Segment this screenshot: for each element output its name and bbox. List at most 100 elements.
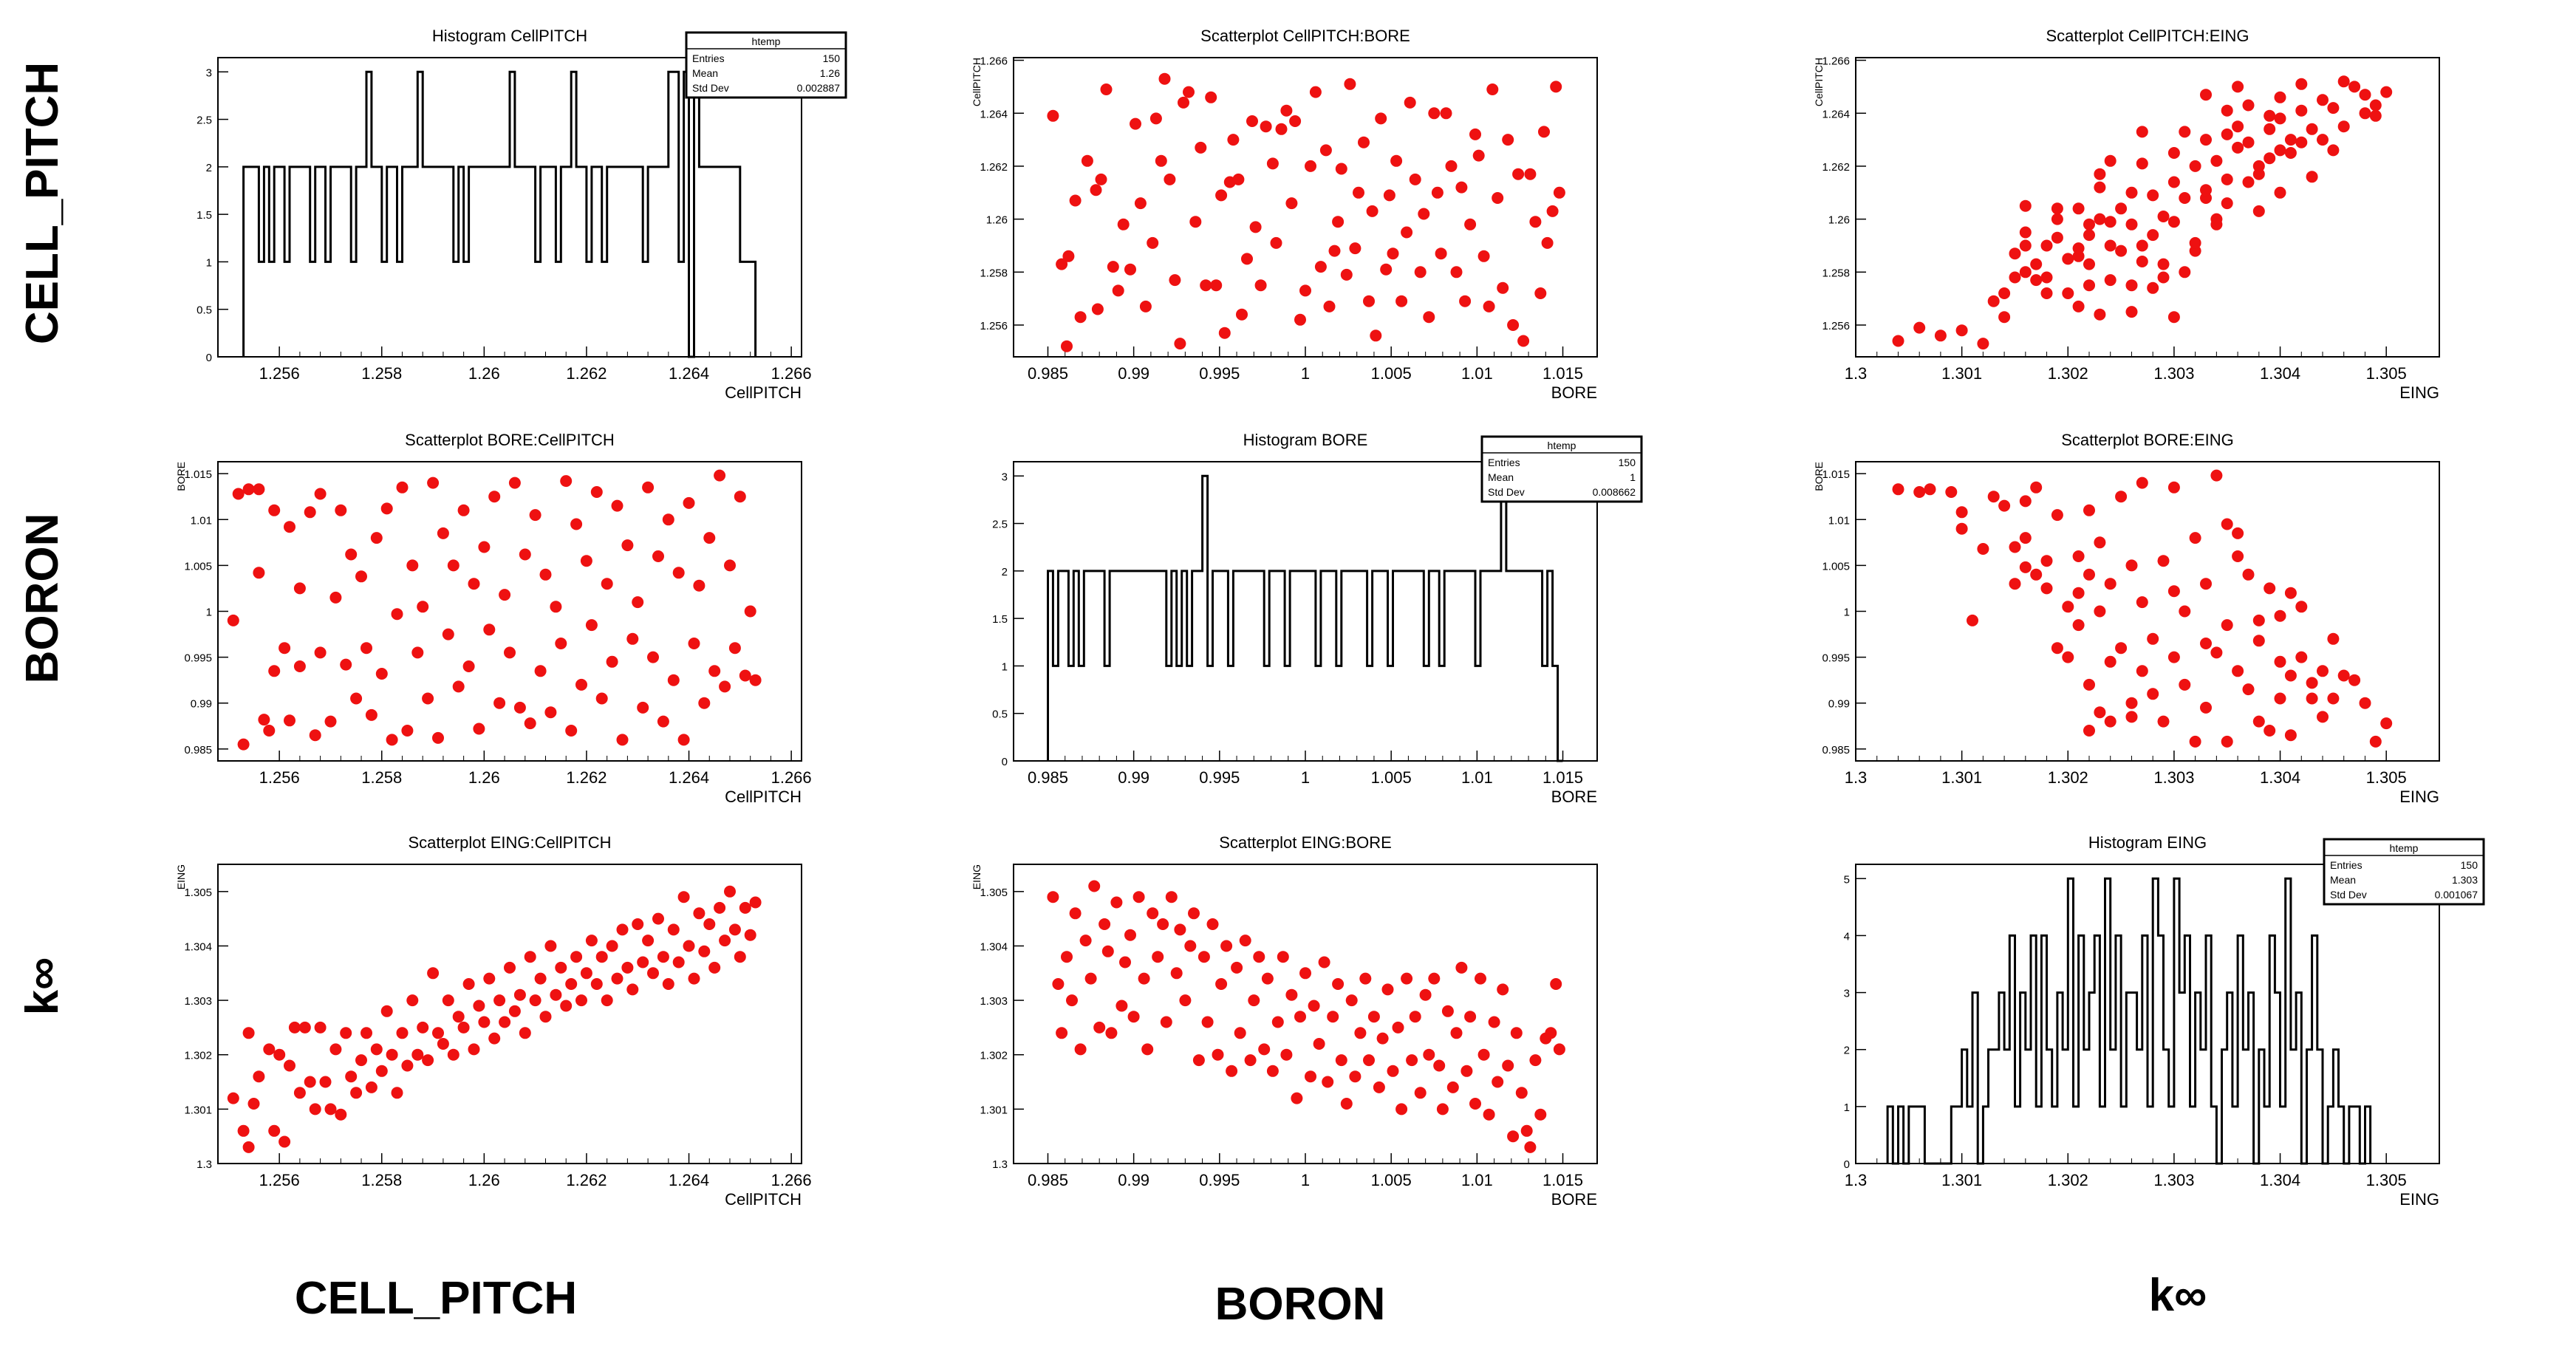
y-tick-label: 0.985: [184, 744, 212, 756]
data-point: [2200, 701, 2212, 714]
data-point: [391, 608, 403, 621]
data-point: [1492, 192, 1504, 204]
data-point: [519, 1027, 531, 1039]
data-point: [2115, 245, 2128, 257]
data-point: [1955, 324, 1968, 337]
data-point: [2094, 605, 2106, 618]
data-point: [585, 935, 598, 947]
data-point: [1201, 1016, 1214, 1028]
data-point: [1370, 329, 1382, 342]
y-tick-label: 0.985: [1822, 744, 1850, 756]
data-point: [1892, 335, 1904, 347]
x-tick-label: 0.995: [1199, 1171, 1240, 1189]
data-point: [293, 1087, 306, 1099]
y-tick-label: 1.305: [184, 886, 212, 899]
stats-box-frame: [1480, 435, 1643, 503]
data-point: [555, 961, 567, 974]
data-point: [2295, 651, 2308, 663]
data-point: [2232, 527, 2244, 539]
data-point: [2125, 279, 2138, 292]
data-point: [396, 481, 409, 493]
data-point: [560, 475, 573, 488]
data-point: [2295, 601, 2308, 613]
y-tick-label: 0: [1002, 756, 1008, 768]
data-point: [2189, 160, 2201, 172]
data-point: [1261, 972, 1274, 985]
data-point: [488, 1032, 501, 1045]
stats-label: Mean: [692, 67, 718, 79]
data-point: [616, 734, 629, 746]
data-point: [1277, 951, 1289, 963]
data-point: [1323, 300, 1336, 312]
x-tick-label: 0.985: [1028, 364, 1068, 383]
data-point: [370, 1043, 383, 1056]
data-point: [2125, 186, 2138, 199]
data-point: [590, 486, 603, 498]
data-point: [672, 956, 685, 968]
data-point: [1206, 918, 1219, 930]
data-point: [2295, 104, 2308, 117]
data-point: [488, 491, 501, 503]
data-point: [575, 678, 587, 691]
data-point: [2136, 157, 2148, 170]
data-point: [1215, 978, 1228, 990]
data-point: [309, 1103, 321, 1116]
data-point: [698, 945, 711, 957]
data-point: [708, 961, 721, 974]
data-point: [2157, 715, 2170, 728]
data-point: [2040, 271, 2053, 284]
y-tick-label: 1.005: [184, 560, 212, 573]
data-point: [1061, 340, 1073, 352]
data-point: [611, 972, 623, 985]
data-point: [1418, 208, 1430, 220]
data-point: [1246, 115, 1258, 127]
data-point: [237, 1124, 250, 1137]
data-point: [1955, 522, 1968, 535]
data-point: [1475, 972, 1486, 985]
data-point: [2094, 181, 2106, 194]
data-point: [1550, 978, 1562, 990]
y-tick-label: 1: [1844, 1101, 1850, 1114]
data-point: [708, 665, 721, 677]
data-point: [468, 578, 480, 590]
data-point: [1327, 1011, 1339, 1023]
data-point: [329, 591, 342, 604]
x-tick-label: 1.301: [1941, 768, 1982, 787]
data-point: [2072, 587, 2085, 599]
data-point: [1538, 126, 1550, 138]
chart-title: Scatterplot CellPITCH:EING: [2046, 27, 2249, 45]
stats-label: Std Dev: [2330, 889, 2367, 901]
data-point: [1913, 486, 1926, 498]
data-point: [534, 972, 547, 985]
data-point: [734, 951, 746, 963]
data-point: [2136, 665, 2148, 677]
data-point: [1387, 247, 1399, 260]
data-point: [2210, 469, 2223, 482]
data-point: [1381, 983, 1394, 996]
y-tick-label: 1.5: [197, 209, 212, 222]
data-point: [2274, 112, 2286, 125]
data-point: [688, 638, 700, 649]
data-point: [555, 638, 567, 649]
data-point: [2083, 279, 2095, 292]
data-point: [749, 674, 762, 686]
y-tick-label: 1.256: [980, 320, 1008, 332]
data-point: [1305, 160, 1316, 172]
data-point: [442, 628, 454, 640]
y-tick-label: 1.302: [184, 1050, 212, 1062]
data-point: [2019, 561, 2032, 573]
data-point: [2264, 123, 2276, 135]
plot-frame: [217, 57, 802, 358]
data-point: [1056, 258, 1068, 270]
data-point: [1409, 1011, 1421, 1023]
data-point: [1285, 988, 1298, 1001]
stats-title: htemp: [752, 35, 781, 47]
data-point: [1174, 923, 1186, 936]
data-point: [1431, 186, 1444, 199]
data-point: [2306, 123, 2318, 135]
y-tick-label: 3: [1002, 471, 1008, 483]
data-point: [1218, 327, 1231, 339]
data-point: [2062, 253, 2074, 265]
x-tick-label: 1.301: [1941, 364, 1982, 383]
data-point: [2083, 678, 2095, 691]
